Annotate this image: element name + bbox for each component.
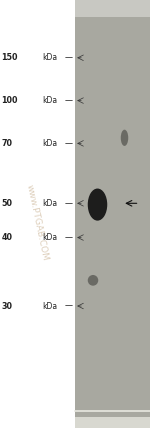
Text: —: — (65, 301, 73, 311)
Text: —: — (65, 233, 73, 242)
Bar (75, 417, 150, 428)
Text: kDa: kDa (42, 301, 57, 311)
Text: —: — (65, 96, 73, 105)
Text: kDa: kDa (42, 53, 57, 62)
Text: —: — (65, 199, 73, 208)
Text: —: — (65, 139, 73, 148)
Ellipse shape (121, 130, 128, 146)
Bar (75, 0, 150, 17)
Text: 100: 100 (2, 96, 18, 105)
Text: 70: 70 (2, 139, 12, 148)
Text: —: — (65, 53, 73, 62)
Ellipse shape (88, 275, 98, 286)
Text: kDa: kDa (42, 96, 57, 105)
Text: 30: 30 (2, 301, 12, 311)
Text: www.PTGAB.COM: www.PTGAB.COM (25, 184, 50, 262)
Text: 50: 50 (2, 199, 12, 208)
Text: kDa: kDa (42, 139, 57, 148)
Text: 150: 150 (2, 53, 18, 62)
Text: kDa: kDa (42, 199, 57, 208)
Bar (75, 0, 150, 428)
Text: kDa: kDa (42, 233, 57, 242)
Text: 40: 40 (2, 233, 12, 242)
Ellipse shape (88, 188, 107, 221)
